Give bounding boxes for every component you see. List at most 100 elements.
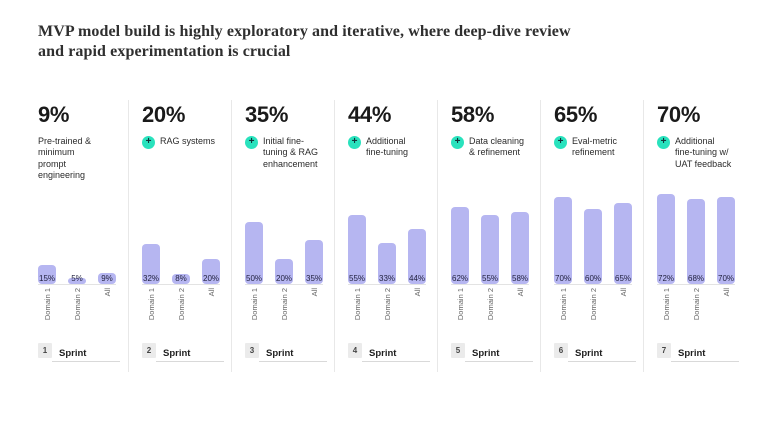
activity-label-row: + Eval-metric refinement xyxy=(554,136,631,193)
axis-label-cell: All xyxy=(305,288,323,333)
bar-value-label: 33% xyxy=(378,274,396,283)
bar-value-label: 20% xyxy=(275,274,293,283)
bar: 55% xyxy=(481,215,499,284)
bar: 20% xyxy=(202,259,220,284)
sprint-panel: 65% + Eval-metric refinement 70% 60% 65% D… xyxy=(540,100,643,372)
bar-value-label: 8% xyxy=(175,274,187,283)
bar: 44% xyxy=(408,229,426,284)
axis-label-cell: All xyxy=(98,288,116,333)
activity-label-row: + Additional fine-tuning w/ UAT feedback xyxy=(657,136,734,193)
axis-label-cell: Domain 2 xyxy=(481,288,499,333)
plus-icon: + xyxy=(348,136,361,149)
axis-labels: Domain 1 Domain 2 All xyxy=(451,288,529,333)
sprint-number-badge: 7 xyxy=(657,343,671,358)
sprint-number-badge: 2 xyxy=(142,343,156,358)
completion-percentage: 20% xyxy=(142,102,186,127)
completion-percentage: 58% xyxy=(451,102,495,127)
axis-category-label: Domain 2 xyxy=(691,288,701,321)
completion-percentage: 44% xyxy=(348,102,392,127)
bar-chart: 50% 20% 35% xyxy=(245,193,323,285)
axis-label-cell: Domain 1 xyxy=(38,288,56,333)
axis-label-cell: Domain 2 xyxy=(275,288,293,333)
axis-category-label: Domain 1 xyxy=(455,288,465,321)
bar-value-label: 44% xyxy=(408,274,426,283)
bar: 8% xyxy=(172,274,190,284)
axis-label-cell: Domain 2 xyxy=(378,288,396,333)
bar: 15% xyxy=(38,265,56,284)
axis-label-cell: All xyxy=(408,288,426,333)
bar: 70% xyxy=(717,196,735,284)
axis-category-label: Domain 1 xyxy=(146,288,156,321)
axis-category-label: Domain 1 xyxy=(352,288,362,321)
bar-value-label: 9% xyxy=(101,274,113,283)
bar: 65% xyxy=(614,202,632,284)
sprint-row: 2 Sprint xyxy=(142,343,224,362)
bar: 70% xyxy=(554,196,572,284)
sprint-row: 4 Sprint xyxy=(348,343,430,362)
bar-value-label: 58% xyxy=(511,274,529,283)
bar: 50% xyxy=(245,221,263,284)
sprint-panel: 44% + Additional fine-tuning 55% 33% 44% D… xyxy=(334,100,437,372)
sprint-label: Sprint xyxy=(472,348,500,359)
sprint-row: 3 Sprint xyxy=(245,343,327,362)
activity-label-row: + Initial fine-tuning & RAG enhancement xyxy=(245,136,322,193)
bar: 32% xyxy=(142,244,160,284)
bar-value-label: 60% xyxy=(584,274,602,283)
bar: 35% xyxy=(305,240,323,284)
sprint-row: 1 Sprint xyxy=(38,343,120,362)
sprint-panel: 9% Pre-trained & minimum prompt engineer… xyxy=(25,100,128,372)
axis-category-label: Domain 1 xyxy=(558,288,568,321)
activity-label: Eval-metric refinement xyxy=(572,136,618,158)
activity-label-row: Pre-trained & minimum prompt engineering xyxy=(38,136,116,193)
axis-category-label: Domain 1 xyxy=(249,288,259,321)
axis-labels: Domain 1 Domain 2 All xyxy=(38,288,116,333)
sprint-row: 5 Sprint xyxy=(451,343,533,362)
activity-label: Data cleaning & refinement xyxy=(469,136,525,158)
bar-chart: 72% 68% 70% xyxy=(657,193,735,285)
activity-label: Additional fine-tuning w/ UAT feedback xyxy=(675,136,732,169)
bar: 9% xyxy=(98,272,116,284)
axis-category-label: Domain 1 xyxy=(661,288,671,321)
bar-value-label: 15% xyxy=(38,274,56,283)
axis-label-cell: All xyxy=(202,288,220,333)
bar-value-label: 35% xyxy=(305,274,323,283)
axis-category-label: Domain 1 xyxy=(42,288,52,321)
bar-value-label: 20% xyxy=(202,274,220,283)
bar-value-label: 62% xyxy=(451,274,469,283)
sprint-label-wrap: Sprint xyxy=(671,343,739,362)
bar-value-label: 70% xyxy=(717,274,735,283)
bar-value-label: 50% xyxy=(245,274,263,283)
bar-chart: 62% 55% 58% xyxy=(451,193,529,285)
axis-category-label: All xyxy=(618,288,628,297)
axis-category-label: Domain 2 xyxy=(382,288,392,321)
bar-value-label: 65% xyxy=(614,274,632,283)
completion-percentage: 9% xyxy=(38,102,70,127)
bar-chart: 55% 33% 44% xyxy=(348,193,426,285)
completion-percentage: 35% xyxy=(245,102,289,127)
axis-category-label: Domain 2 xyxy=(588,288,598,321)
axis-category-label: All xyxy=(206,288,216,297)
bar-value-label: 68% xyxy=(687,274,705,283)
plus-icon: + xyxy=(657,136,670,149)
axis-labels: Domain 1 Domain 2 All xyxy=(554,288,632,333)
bar-value-label: 55% xyxy=(348,274,366,283)
axis-label-cell: Domain 1 xyxy=(657,288,675,333)
completion-percentage: 65% xyxy=(554,102,598,127)
axis-label-cell: Domain 1 xyxy=(142,288,160,333)
axis-label-cell: Domain 2 xyxy=(687,288,705,333)
sprint-label-wrap: Sprint xyxy=(52,343,120,362)
axis-category-label: All xyxy=(309,288,319,297)
axis-label-cell: All xyxy=(717,288,735,333)
sprint-label-wrap: Sprint xyxy=(568,343,636,362)
axis-label-cell: Domain 1 xyxy=(451,288,469,333)
sprint-label: Sprint xyxy=(266,348,294,359)
sprint-label: Sprint xyxy=(59,348,87,359)
bar: 33% xyxy=(378,242,396,284)
axis-category-label: Domain 2 xyxy=(72,288,82,321)
bar-value-label: 55% xyxy=(481,274,499,283)
bar-chart: 70% 60% 65% xyxy=(554,193,632,285)
sprint-label-wrap: Sprint xyxy=(156,343,224,362)
bar: 55% xyxy=(348,215,366,284)
sprint-panel: 35% + Initial fine-tuning & RAG enhancem… xyxy=(231,100,334,372)
sprint-label-wrap: Sprint xyxy=(362,343,430,362)
